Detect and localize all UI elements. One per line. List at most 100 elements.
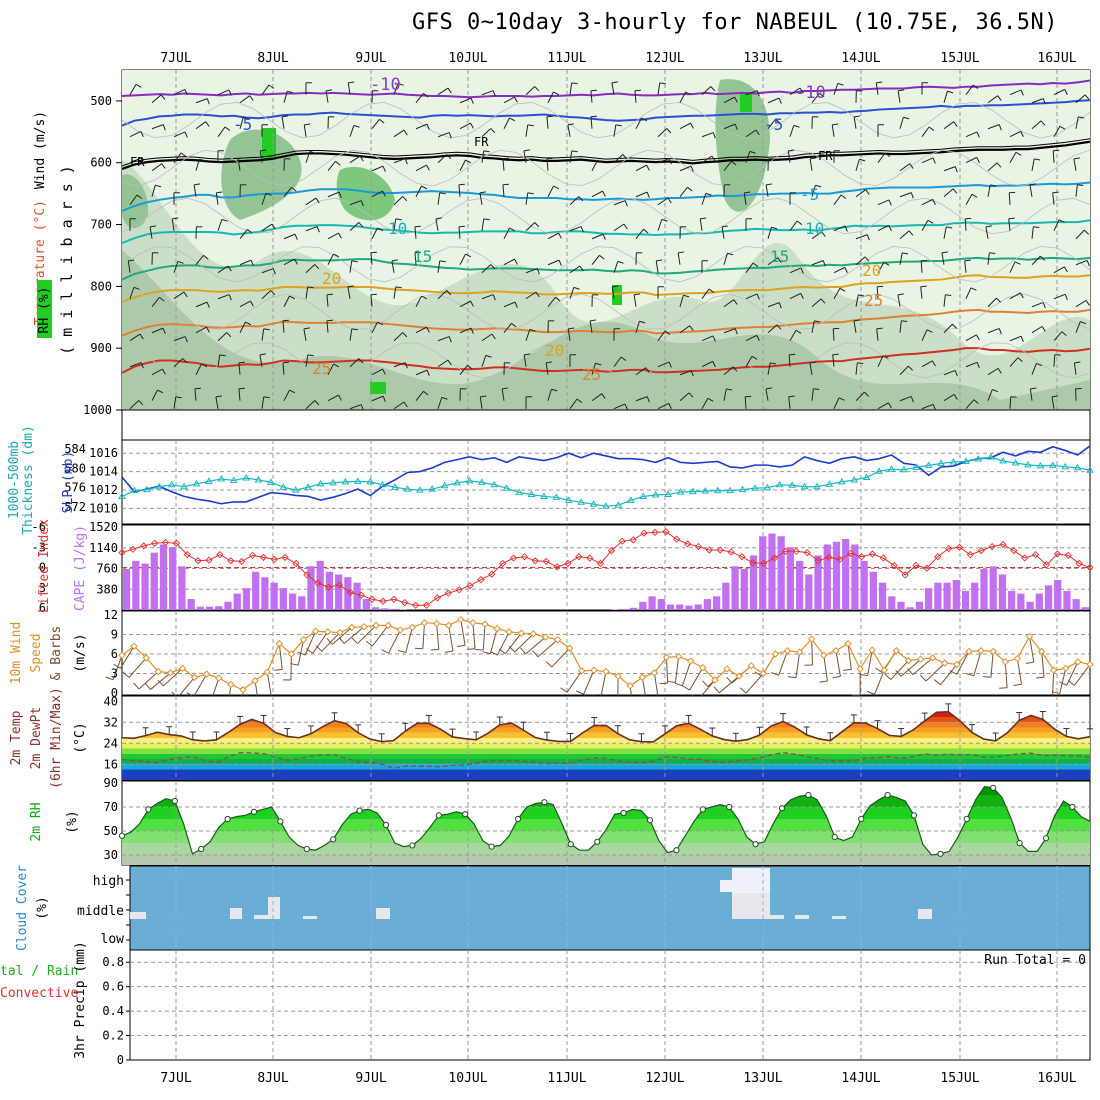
- thickness-point: [937, 459, 945, 466]
- wind10m-barb-staff: [823, 655, 828, 682]
- wind-barb-staff: [195, 326, 207, 334]
- cape-bar: [1026, 601, 1034, 610]
- wind10m-barb-flag: [365, 640, 373, 647]
- lifted-index-point: [183, 551, 191, 559]
- wind10m-barb-flag: [859, 673, 868, 677]
- wind-barb-flag: [687, 186, 693, 192]
- cape-bar: [648, 596, 656, 610]
- wind-barb-flag: [844, 225, 848, 232]
- wind-barb-staff: [546, 158, 549, 171]
- wind-barb-staff: [525, 86, 536, 96]
- wind10m-speed-point: [505, 628, 513, 636]
- wind-barb-flag: [527, 124, 534, 127]
- thickness-point: [800, 482, 809, 490]
- wind-barb-staff: [965, 287, 972, 299]
- wind10m-barb-flag: [920, 674, 927, 682]
- cape-bar: [298, 596, 306, 610]
- wind-barb-flag: [1051, 395, 1059, 398]
- wind10m-barb-flag: [999, 687, 1008, 689]
- temperature-contours: [122, 79, 1090, 379]
- wind-barb-staff: [481, 218, 485, 231]
- wind10m-barb-staff: [689, 667, 704, 691]
- wind-barb-staff: [657, 219, 663, 231]
- wind-barb-flag: [926, 329, 933, 333]
- wind-barb-flag: [271, 223, 276, 230]
- y-tick-label: 760: [96, 562, 118, 576]
- wind-barb-flag: [524, 353, 531, 356]
- temperature-contour-line: [122, 256, 1090, 281]
- wind-barb-flag: [751, 355, 758, 360]
- wind-barb-staff: [965, 399, 975, 410]
- wind-barb-staff: [1031, 98, 1044, 104]
- wind-barb-staff: [261, 223, 273, 232]
- wind-barb-staff: [877, 152, 886, 164]
- wind-barb-flag: [558, 232, 562, 239]
- wind-barb-flag: [778, 97, 782, 104]
- wind-barb-flag: [840, 194, 847, 199]
- wind-barb-staff: [723, 253, 728, 265]
- lifted-index-point: [118, 549, 126, 557]
- wind-barb-flag: [661, 218, 668, 222]
- wind-barb-staff: [459, 122, 471, 130]
- wind-barb-staff: [855, 234, 868, 240]
- wind-barb-flag: [876, 327, 883, 330]
- wind-barb-staff: [173, 152, 182, 164]
- wind-barb-staff: [721, 226, 725, 239]
- wind-barb-staff: [657, 158, 670, 164]
- wind-barb-flag: [245, 321, 252, 326]
- lifted-index-point: [444, 589, 452, 597]
- wind10m-speed-point: [154, 667, 163, 676]
- wind-barb-staff: [217, 219, 223, 231]
- wind-barb-flag: [206, 98, 210, 105]
- wind-barb-flag: [289, 295, 296, 300]
- lifted-index-point: [292, 559, 300, 568]
- wind-barb-flag: [291, 186, 297, 192]
- contour-label: 20: [862, 261, 881, 280]
- wind10m-barb-flag: [157, 679, 164, 687]
- wind-barb-staff: [327, 161, 336, 172]
- wind-barb-staff: [525, 329, 531, 341]
- rh2m-point: [990, 784, 997, 791]
- thickness-point: [353, 477, 362, 484]
- wind-barb-staff: [173, 358, 184, 368]
- axis-label-total-rain: tal / Rain: [0, 964, 78, 979]
- wind-barb-staff: [613, 223, 625, 232]
- wind10m-barb-flag: [467, 648, 476, 650]
- wind-barb-staff: [545, 362, 549, 375]
- wind-barb-staff: [393, 83, 399, 95]
- wind-barb-staff: [371, 119, 380, 130]
- wind-barb-staff: [326, 294, 329, 307]
- wind10m-barb-staff: [504, 632, 522, 655]
- top-date-label: 11JUL: [547, 51, 586, 66]
- wind-barb-staff: [547, 259, 560, 266]
- wind-barb-staff: [173, 261, 179, 273]
- wind-barb-staff: [1009, 292, 1021, 300]
- cape-bar: [768, 533, 776, 610]
- cloud-grid: [175, 866, 1058, 950]
- axis-label-rh-unit: (%): [65, 810, 80, 833]
- temperature-contour-line: [122, 140, 1090, 170]
- wind-barb-flag: [161, 163, 166, 169]
- wind-barb-flag: [832, 353, 839, 356]
- rh-contour-line: [122, 101, 1090, 139]
- wind-barb-staff: [921, 126, 930, 138]
- wind-barb-staff: [832, 328, 835, 341]
- wind-barb-flag: [595, 362, 602, 366]
- wind-barb-staff: [589, 320, 593, 333]
- wind-barb-staff: [767, 302, 780, 308]
- wind-barb-flag: [612, 285, 619, 288]
- wind-barb-flag: [664, 330, 671, 335]
- thickness-point: [217, 474, 226, 482]
- temp2m-line: [121, 710, 1091, 743]
- wind-barb-flag: [395, 286, 402, 289]
- wind10m-barb-staff: [912, 657, 934, 676]
- axis-label-wind: Wind (m/s): [33, 111, 48, 189]
- thickness-point: [626, 496, 635, 503]
- wind-barb-staff: [151, 389, 158, 401]
- wind-barb-staff: [1073, 158, 1077, 171]
- temperature-band: [122, 759, 1090, 765]
- wind-barb-staff: [745, 334, 757, 342]
- wind-barb-flag: [265, 192, 272, 196]
- wind-barb-staff: [987, 297, 997, 308]
- wind10m-barb-flag: [560, 687, 568, 693]
